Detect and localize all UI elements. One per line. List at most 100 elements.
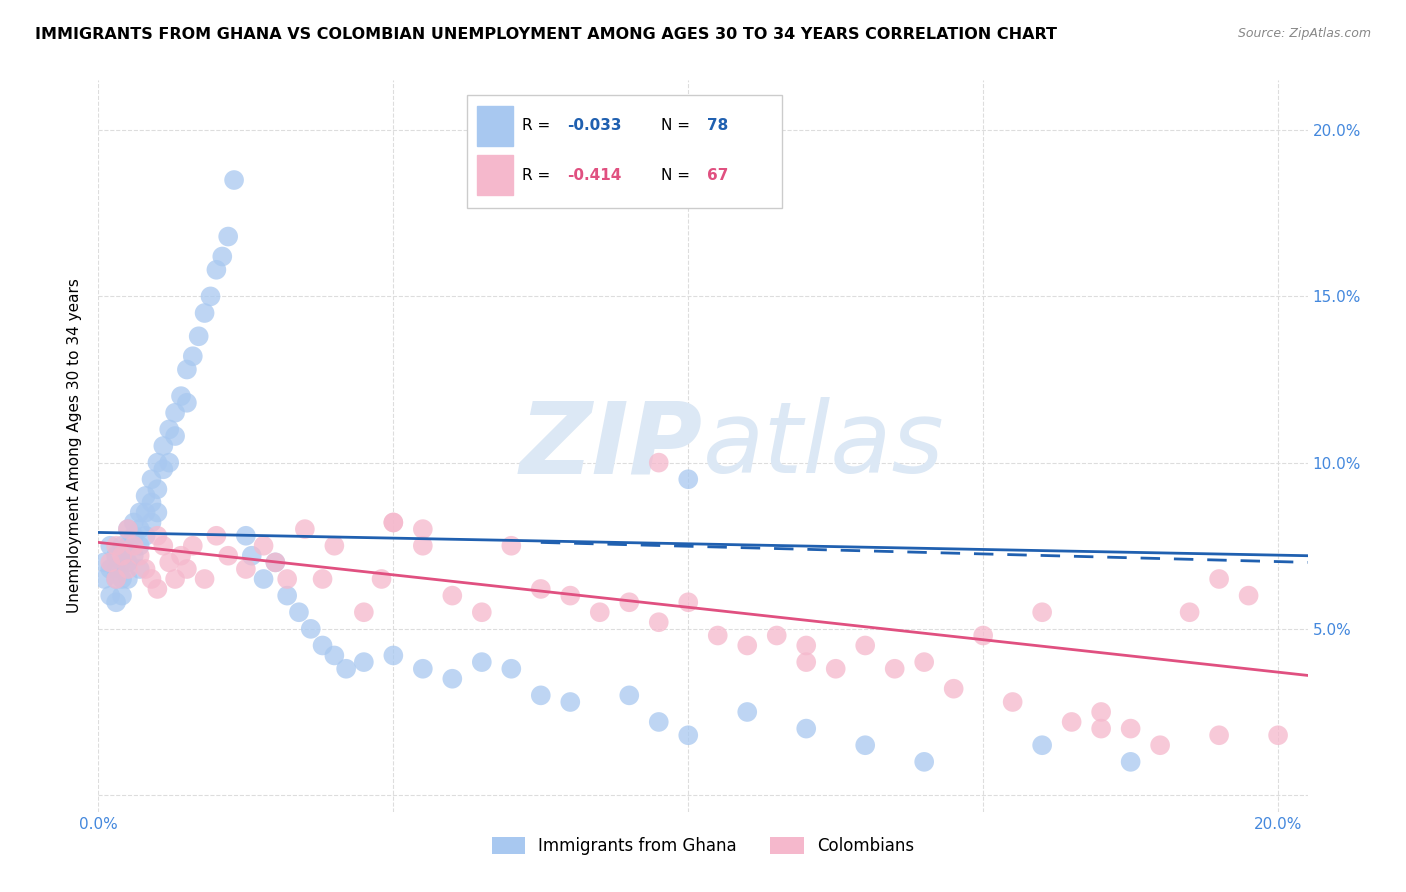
Point <box>157 422 180 436</box>
Point <box>111 589 134 603</box>
Point <box>146 506 169 520</box>
Point <box>1090 722 1112 736</box>
Point <box>382 516 405 530</box>
Point <box>648 456 671 470</box>
Text: atlas: atlas <box>703 398 945 494</box>
Point <box>589 605 612 619</box>
Point <box>299 622 322 636</box>
Point <box>128 522 150 536</box>
Point <box>128 506 150 520</box>
Point <box>912 655 935 669</box>
Point <box>441 589 464 603</box>
Point <box>323 539 346 553</box>
Point <box>222 173 245 187</box>
Text: -0.414: -0.414 <box>568 168 621 183</box>
Point <box>152 462 174 476</box>
Point <box>824 662 846 676</box>
Point <box>181 349 204 363</box>
Point <box>205 529 228 543</box>
Point <box>794 639 817 653</box>
Point <box>128 539 150 553</box>
Point <box>294 522 316 536</box>
Point <box>98 539 121 553</box>
Point <box>370 572 392 586</box>
Point <box>98 555 121 569</box>
Point <box>105 562 128 576</box>
Point <box>146 456 169 470</box>
Point <box>111 539 134 553</box>
Point <box>135 562 157 576</box>
Point <box>170 389 193 403</box>
Point <box>1060 714 1083 729</box>
Text: 78: 78 <box>707 118 728 133</box>
Point <box>122 516 145 530</box>
Point <box>560 589 582 603</box>
Point <box>105 572 128 586</box>
Point <box>412 522 434 536</box>
Point <box>146 482 169 496</box>
Point <box>122 529 145 543</box>
Text: R =: R = <box>522 168 555 183</box>
Point <box>157 555 180 569</box>
Point <box>217 229 239 244</box>
Point <box>412 662 434 676</box>
Point <box>276 572 298 586</box>
Point <box>1001 695 1024 709</box>
Point <box>141 472 163 486</box>
Point <box>735 705 758 719</box>
Point <box>264 555 287 569</box>
Point <box>972 628 994 642</box>
Point <box>135 489 157 503</box>
Point <box>176 362 198 376</box>
Point <box>194 572 217 586</box>
Point <box>152 539 174 553</box>
Point <box>128 562 150 576</box>
Point <box>353 605 375 619</box>
Point <box>146 529 169 543</box>
Point <box>98 562 121 576</box>
Point <box>93 572 115 586</box>
Text: 67: 67 <box>707 168 728 183</box>
Point <box>122 549 145 563</box>
Point <box>1119 755 1142 769</box>
Point <box>276 589 298 603</box>
Point <box>501 539 523 553</box>
Point <box>170 549 193 563</box>
Point <box>93 555 115 569</box>
Point <box>853 639 876 653</box>
Point <box>560 695 582 709</box>
Point <box>619 689 641 703</box>
Point <box>1237 589 1260 603</box>
Point <box>471 655 494 669</box>
Point <box>1031 605 1053 619</box>
Text: Source: ZipAtlas.com: Source: ZipAtlas.com <box>1237 27 1371 40</box>
Point <box>152 439 174 453</box>
Point <box>105 549 128 563</box>
Point <box>264 555 287 569</box>
Point <box>117 562 139 576</box>
Point <box>240 549 263 563</box>
Point <box>211 250 233 264</box>
Point <box>117 555 139 569</box>
Point <box>323 648 346 663</box>
Point <box>165 429 187 443</box>
Point <box>883 662 905 676</box>
Point <box>176 396 198 410</box>
Point <box>1178 605 1201 619</box>
Point <box>942 681 965 696</box>
Point <box>117 572 139 586</box>
Point <box>252 572 274 586</box>
Text: IMMIGRANTS FROM GHANA VS COLOMBIAN UNEMPLOYMENT AMONG AGES 30 TO 34 YEARS CORREL: IMMIGRANTS FROM GHANA VS COLOMBIAN UNEMP… <box>35 27 1057 42</box>
Point <box>530 689 553 703</box>
Point <box>165 406 187 420</box>
Point <box>165 572 187 586</box>
Point <box>141 572 163 586</box>
Point <box>471 605 494 619</box>
Point <box>382 516 405 530</box>
Point <box>105 539 128 553</box>
Point <box>117 522 139 536</box>
Y-axis label: Unemployment Among Ages 30 to 34 years: Unemployment Among Ages 30 to 34 years <box>67 278 83 614</box>
Point <box>678 728 700 742</box>
Point <box>117 539 139 553</box>
Point <box>1267 728 1289 742</box>
